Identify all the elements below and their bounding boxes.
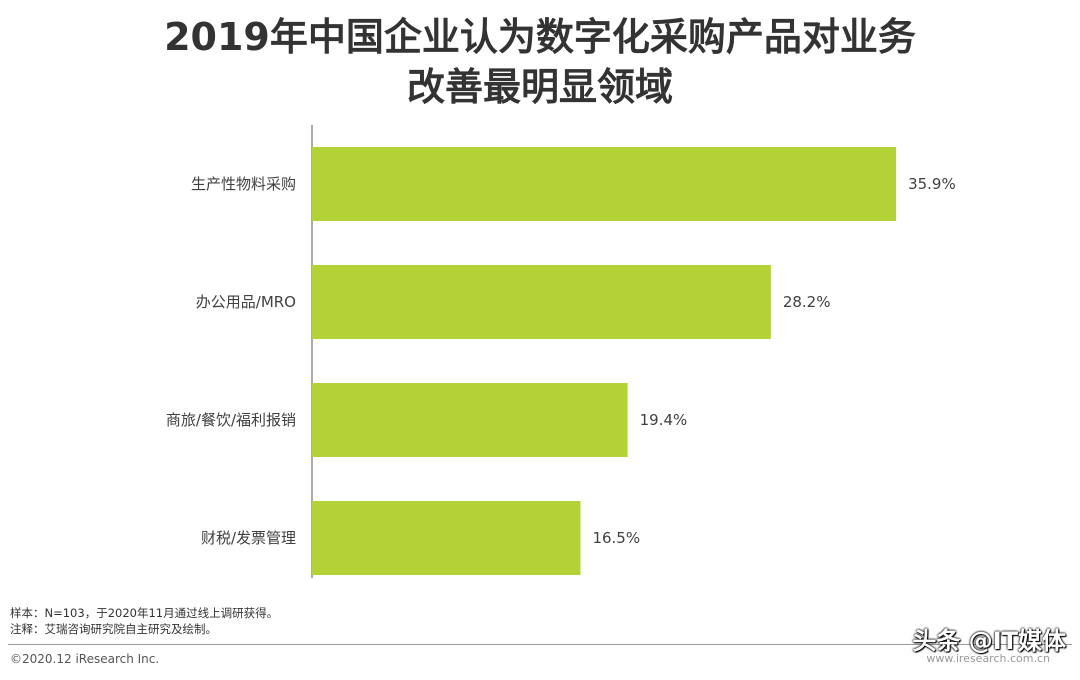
category-label-1: 办公用品/MRO [196,293,296,311]
footnote-sample: 样本：N=103，于2020年11月通过线上调研获得。 [10,606,279,620]
bar-3 [312,501,581,575]
category-label-0: 生产性物料采购 [191,175,296,193]
chart-title-line-1: 2019年中国企业认为数字化采购产品对业务 [164,15,916,59]
category-label-2: 商旅/餐饮/福利报销 [166,411,296,429]
footnote-note: 注释：艾瑞咨询研究院自主研究及绘制。 [10,622,217,636]
value-label-1: 28.2% [783,293,831,311]
watermark-text: 头条 @IT媒体 [912,627,1066,655]
copyright-text: ©2020.12 iResearch Inc. [10,652,160,666]
bar-1 [312,265,771,339]
chart-title: 2019年中国企业认为数字化采购产品对业务 改善最明显领域 [0,12,1080,112]
value-label-0: 35.9% [908,175,956,193]
bar-0 [312,147,897,221]
category-label-3: 财税/发票管理 [201,529,296,547]
bar-chart: 生产性物料采购 35.9% 办公用品/MRO 28.2% 商旅/餐饮/福利报销 19.4%… [166,125,956,578]
footer-divider [8,644,1072,645]
bar-2 [312,383,628,457]
value-label-2: 19.4% [640,411,688,429]
chart-title-line-2: 改善最明显领域 [406,65,673,109]
value-label-3: 16.5% [592,529,640,547]
site-url: www.iresearch.com.cn [926,652,1050,665]
